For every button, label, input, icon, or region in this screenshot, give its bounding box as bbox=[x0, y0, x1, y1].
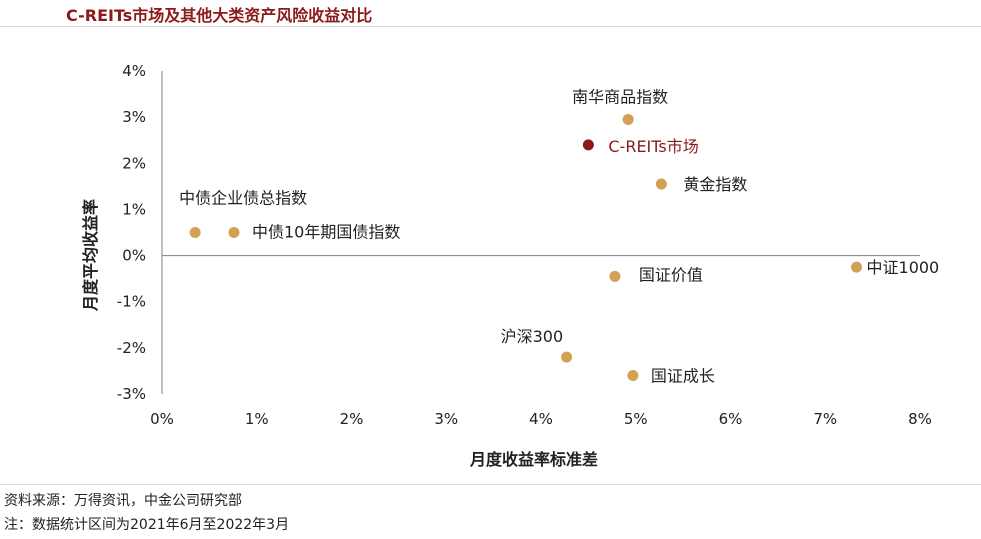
chart-axes bbox=[161, 71, 920, 394]
y-tick-label: -2% bbox=[117, 339, 146, 357]
point-label: 国证成长 bbox=[651, 367, 715, 386]
point-label: 沪深300 bbox=[501, 327, 564, 346]
scatter-point bbox=[561, 351, 573, 363]
x-tick-label: 4% bbox=[529, 410, 553, 428]
y-tick-label: 3% bbox=[122, 108, 146, 126]
y-tick-label: 0% bbox=[122, 247, 146, 265]
scatter-point bbox=[228, 227, 240, 238]
point-label: 中证1000 bbox=[867, 258, 940, 277]
scatter-point bbox=[622, 113, 634, 125]
chart-title: C-REITs市场及其他大类资产风险收益对比 bbox=[66, 6, 373, 25]
point-label: C-REITs市场 bbox=[608, 137, 698, 156]
tick-labels: 4%3%2%1%0%-1%-2%-3%0% 1% 2% 3% 4% 5% 6% 7% 8% bbox=[117, 62, 932, 428]
point-label: 中债10年期国债指数 bbox=[252, 223, 400, 242]
scatter-chart: 4%3%2%1%0%-1%-2%-3%0% 1% 2% 3% 4% 5% 6% 7% 8% 中债… bbox=[81, 62, 939, 469]
scatter-point bbox=[582, 139, 594, 151]
source-note: 资料来源：万得资讯，中金公司研究部 bbox=[4, 493, 242, 509]
point-label: 中债企业债总指数 bbox=[179, 189, 307, 208]
scatter-point bbox=[851, 261, 863, 273]
x-tick-label: 1% bbox=[245, 410, 269, 428]
x-tick-label: 3% bbox=[434, 410, 458, 428]
x-tick-label: 8% bbox=[908, 410, 932, 428]
x-axis-title: 月度收益率标准差 bbox=[469, 450, 598, 469]
title-divider bbox=[0, 26, 981, 27]
footer-divider bbox=[0, 484, 981, 485]
x-tick-label: 7% bbox=[813, 410, 837, 428]
footnote: 注：数据统计区间为2021年6月至2022年3月 bbox=[4, 517, 290, 533]
point-label: 黄金指数 bbox=[683, 175, 747, 194]
y-tick-label: 2% bbox=[122, 154, 146, 172]
scatter-point bbox=[609, 270, 621, 282]
x-tick-label: 5% bbox=[624, 410, 648, 428]
x-tick-label: 0% bbox=[150, 410, 174, 428]
y-tick-label: 1% bbox=[122, 200, 146, 218]
point-label: 南华商品指数 bbox=[572, 87, 668, 106]
y-tick-label: -3% bbox=[117, 385, 146, 403]
scatter-point bbox=[627, 370, 639, 382]
y-tick-label: 4% bbox=[122, 62, 146, 80]
y-tick-label: -1% bbox=[117, 293, 146, 311]
scatter-point bbox=[655, 178, 667, 190]
x-tick-label: 2% bbox=[340, 410, 364, 428]
x-tick-label: 6% bbox=[719, 410, 743, 428]
y-axis-title: 月度平均收益率 bbox=[81, 199, 100, 312]
scatter-point bbox=[189, 227, 201, 238]
point-label: 国证价值 bbox=[639, 265, 703, 284]
